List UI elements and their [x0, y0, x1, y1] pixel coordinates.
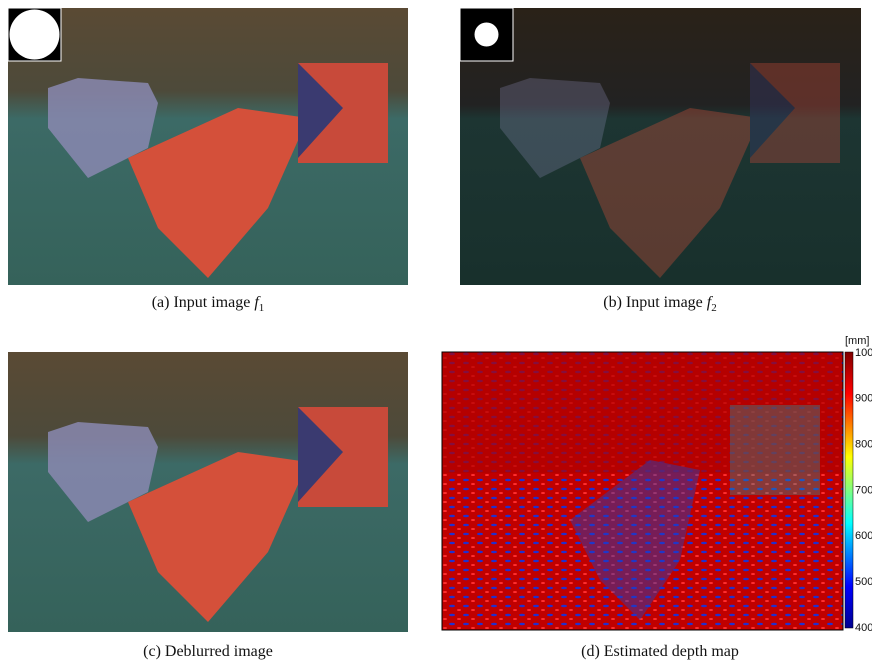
colorbar-label: 800	[855, 439, 872, 451]
colorbar-label: 900	[855, 393, 872, 405]
colorbar-label: 700	[855, 484, 872, 496]
psf	[475, 23, 499, 47]
psf	[10, 10, 60, 60]
caption-text: (a) Input image	[152, 294, 255, 311]
colorbar-label: 600	[855, 530, 872, 542]
colorbar	[845, 352, 853, 628]
caption-text: (b) Input image	[603, 294, 707, 311]
caption-sub: 2	[711, 302, 717, 314]
caption: (b) Input image f2	[603, 294, 716, 314]
colorbar-label: 400	[855, 622, 872, 634]
depth-region	[730, 405, 820, 495]
caption: (c) Deblurred image	[143, 643, 273, 660]
colorbar-unit: [mm]	[845, 335, 869, 347]
caption: (a) Input image f1	[152, 294, 265, 314]
colorbar-label: 1000	[855, 347, 872, 359]
caption-sub: 1	[259, 302, 265, 314]
figure: (a) Input image f1 (b) Input image f2 (c…	[0, 0, 872, 664]
colorbar-label: 500	[855, 576, 872, 588]
caption: (d) Estimated depth map	[581, 643, 739, 660]
